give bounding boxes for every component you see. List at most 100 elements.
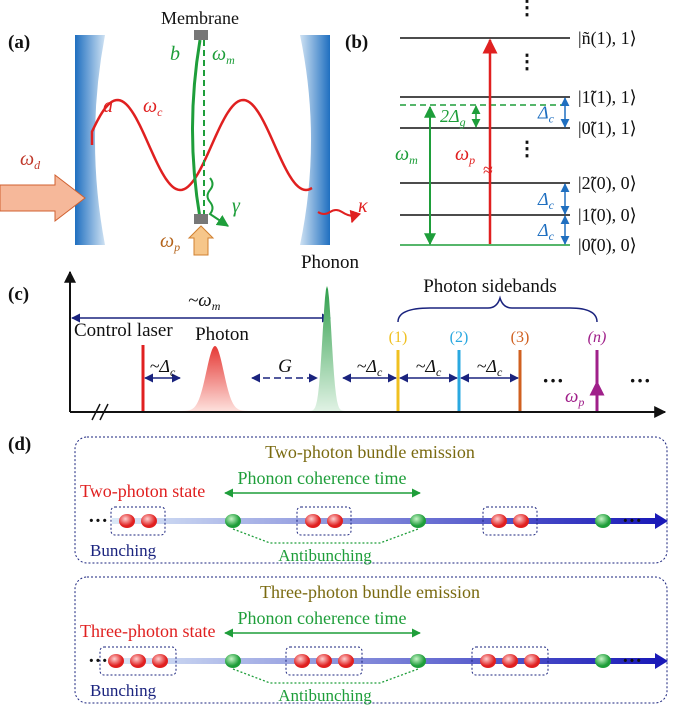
membrane: [193, 40, 201, 218]
subscript: c: [436, 365, 442, 379]
label: ~ωm: [188, 290, 221, 313]
symbol: ω: [143, 95, 157, 117]
label: ⋮: [517, 0, 537, 19]
label: Control laser: [74, 320, 173, 341]
label: ωd: [20, 148, 41, 172]
symbol: ω: [565, 386, 578, 407]
symbol: 2Δ: [440, 106, 460, 126]
label: ωm: [212, 43, 235, 67]
antibunching-link: [233, 669, 418, 683]
label: ~Δc: [416, 356, 442, 379]
subscript: c: [157, 105, 163, 119]
photon: [491, 514, 507, 528]
subscript: c: [170, 365, 176, 379]
panel-label: (c): [8, 284, 29, 305]
state-label: |0̃(0), 0⟩: [578, 235, 637, 256]
symbol: Δ: [537, 189, 549, 209]
subscript: c: [549, 112, 555, 126]
label: ···: [622, 510, 642, 532]
subscript: c: [549, 229, 555, 243]
figure: (a)Membraneωdaωcbωmγκωp(b)|ñ(1), 1⟩|1̃(1…: [0, 0, 685, 708]
subscript: c: [377, 365, 383, 379]
label: ⋮: [517, 51, 537, 73]
state-label: |1̃(0), 0⟩: [578, 205, 637, 226]
label: a: [103, 95, 113, 117]
label: ···: [542, 368, 564, 393]
antibunching-link: [233, 529, 418, 543]
phonon: [225, 654, 241, 668]
phonon: [595, 654, 611, 668]
photon: [338, 654, 354, 668]
label: (1): [389, 329, 408, 346]
state-label: |1̃(1), 1⟩: [578, 87, 637, 108]
label: ···: [88, 650, 108, 672]
label: ~Δc: [477, 356, 503, 379]
label: Two-photon bundle emission: [265, 442, 475, 462]
label: ωm: [395, 143, 418, 167]
phonon-peak: [305, 286, 349, 411]
beam-head: [655, 653, 668, 669]
label: Two-photon state: [80, 481, 205, 501]
symbol: ω: [212, 43, 226, 65]
subscript: c: [497, 365, 503, 379]
label: b: [170, 43, 180, 65]
label: ωp: [160, 230, 180, 254]
label: G: [278, 356, 292, 377]
label: Bunching: [90, 541, 157, 560]
panel-label: (a): [8, 32, 30, 53]
clamp: [194, 214, 208, 224]
label: Δc: [537, 220, 555, 243]
label: Membrane: [161, 8, 239, 28]
subscript: m: [226, 53, 235, 67]
brace: [398, 298, 597, 322]
label: ⋮: [517, 138, 537, 160]
label: Antibunching: [278, 546, 372, 565]
photon: [294, 654, 310, 668]
label: Phonon: [301, 252, 360, 273]
beam: [112, 518, 657, 524]
photon: [152, 654, 168, 668]
symbol: ~Δ: [357, 356, 377, 376]
label: (2): [450, 329, 469, 346]
label: (3): [511, 329, 530, 346]
symbol: ω: [160, 230, 174, 252]
photon: [502, 654, 518, 668]
subscript: p: [468, 153, 475, 167]
label: ~Δc: [357, 356, 383, 379]
panel-label: (d): [8, 434, 31, 455]
beam-head: [655, 513, 668, 529]
label: Photon sidebands: [423, 276, 557, 297]
phonon: [410, 654, 426, 668]
label: 2Δg: [440, 106, 466, 129]
panel-label: (b): [345, 32, 368, 53]
symbol: ~ω: [188, 290, 212, 311]
label: ···: [629, 368, 651, 393]
cavity-wave: [92, 100, 312, 190]
state-label: |0̃(1), 1⟩: [578, 118, 637, 139]
phonon: [595, 514, 611, 528]
symbol: Δ: [537, 220, 549, 240]
photon: [513, 514, 529, 528]
label: κ: [358, 195, 368, 217]
label: Antibunching: [278, 686, 372, 705]
symbol: ω: [395, 143, 409, 165]
symbol: ~Δ: [150, 356, 170, 376]
symbol: ω: [20, 148, 34, 170]
symbol: Δ: [537, 103, 549, 123]
label: Phonon coherence time: [238, 608, 407, 628]
phonon: [410, 514, 426, 528]
label: ~Δc: [150, 356, 176, 379]
photon: [130, 654, 146, 668]
subscript: m: [409, 153, 418, 167]
subscript: m: [212, 299, 221, 313]
label: ωc: [143, 95, 163, 119]
label: ωp: [455, 143, 475, 167]
mirror: [75, 35, 105, 245]
label: ···: [88, 510, 108, 532]
phonon: [225, 514, 241, 528]
beam: [112, 658, 657, 664]
photon-peak: [180, 346, 250, 411]
drive-arrow: [0, 175, 85, 221]
photon: [305, 514, 321, 528]
subscript: c: [549, 198, 555, 212]
